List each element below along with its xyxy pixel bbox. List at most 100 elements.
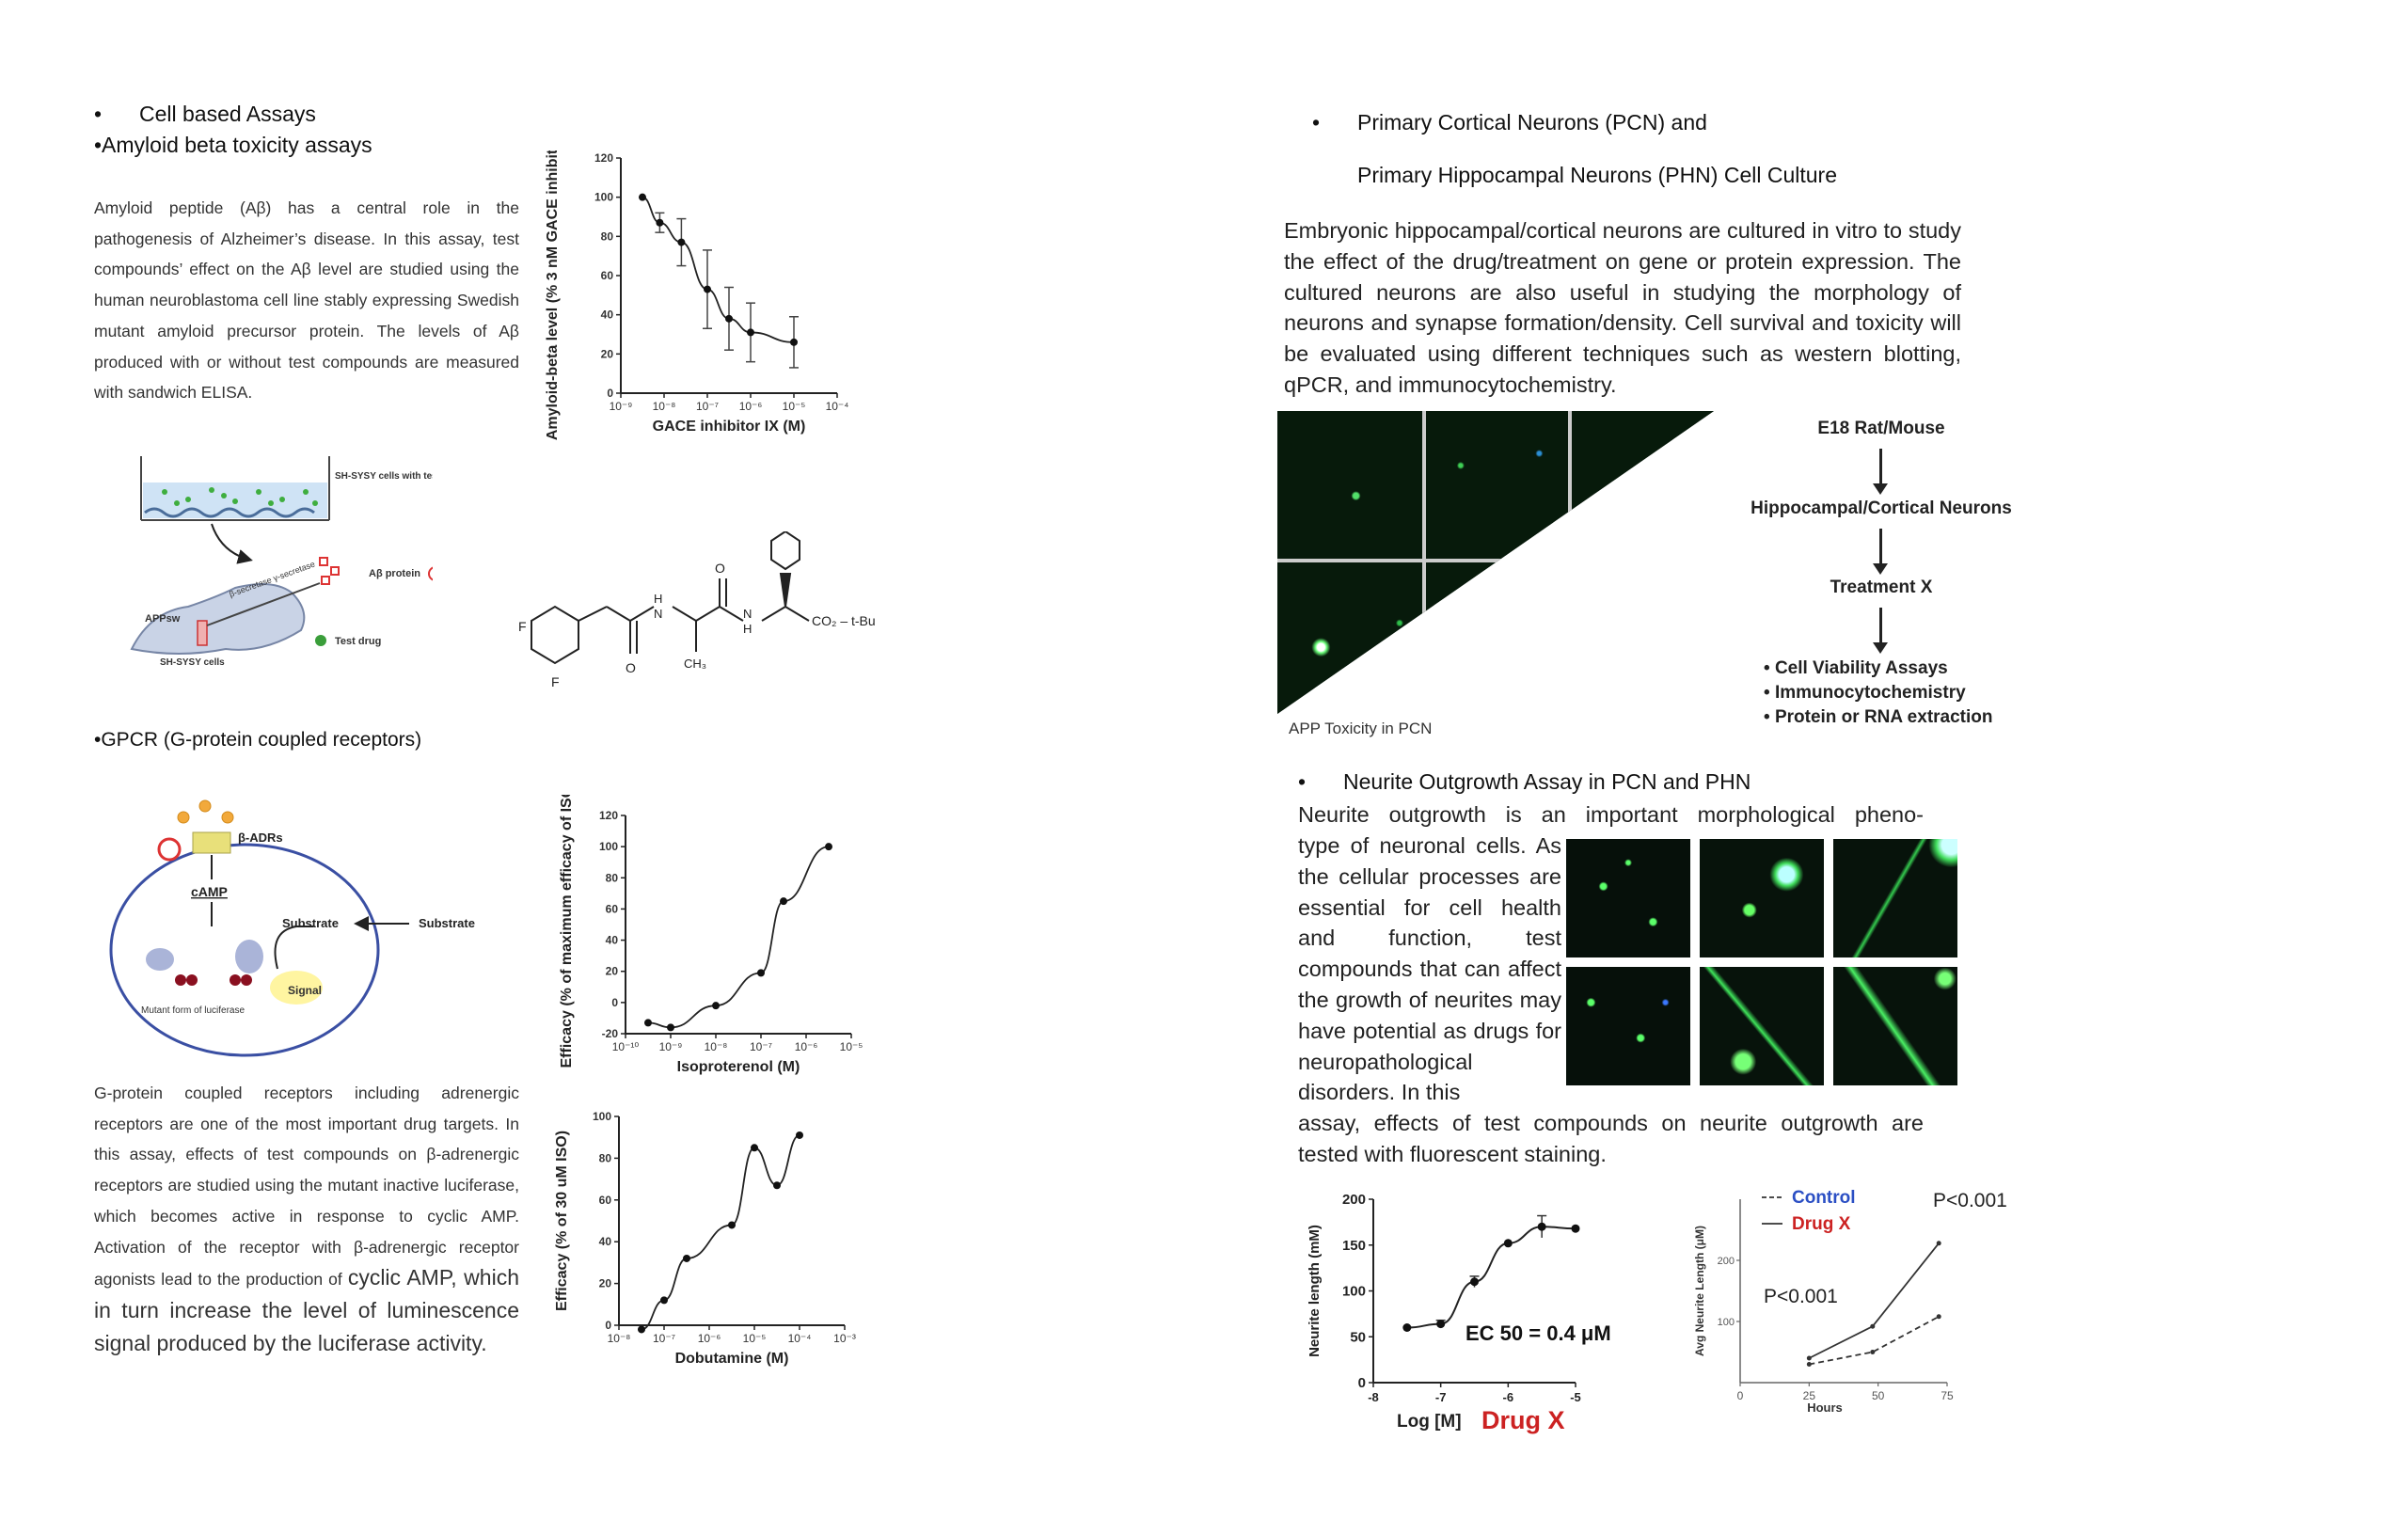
svg-text:SH-SYSY cells with test drugs: SH-SYSY cells with test drugs (overnight… [335,471,433,482]
flow-step-2: Hippocampal/Cortical Neurons [1751,498,2012,518]
x-tick-label: 10⁻¹⁰ [612,1040,640,1053]
dobutamine-chart: 0 20 40 60 80 100 10⁻⁸ 10⁻⁷ 10⁻⁶ 10⁻⁵ 10⁻⁴ 10⁻³ Dobu… [554,1110,856,1367]
carbonyl-o1: O [626,660,636,675]
data-point [1806,1355,1812,1361]
p-value-annotation: P<0.001 [1764,1286,1838,1307]
x-tick-label: -7 [1435,1390,1447,1404]
pcn-line2: Primary Hippocampal Neurons (PHN) Cell C… [1357,163,1837,187]
x-tick-label: 10⁻⁵ [840,1040,863,1053]
ester-label: CO₂ – t-Bu [812,613,876,628]
neurite-micrographs [1566,839,1957,1085]
data-point [790,338,798,346]
series-line-control [1809,1316,1940,1366]
y-tick-label: 40 [606,934,619,947]
data-point [638,1325,645,1334]
data-point [773,1181,781,1190]
neurite-ec50-chart: 0 50 100 150 200 -8 -7 -6 -5 EC 50 = 0.4 μM Log [M… [1307,1192,1611,1434]
culture-well [140,456,330,521]
flow-bullet: • Cell Viability Assays [1764,658,1948,678]
x-tick-label: 10⁻⁹ [610,400,633,413]
x-tick-label: -8 [1368,1390,1379,1404]
micrograph-1 [1566,839,1690,957]
amyloid-chart: 0 20 40 60 80 100 120 10⁻⁹ 10⁻⁸ 10⁻⁷ 10⁻⁶ 10⁻⁵ 10⁻⁴ G… [545,150,848,440]
neurite-para-side: type of neuronal cells. As the cellular … [1298,833,1561,1105]
methyl-label: CH₃ [684,657,706,671]
data-point [1402,1323,1412,1332]
pcn-line1: Primary Cortical Neurons (PCN) and [1357,110,1707,135]
flow-arrow-down-icon [1879,449,1882,488]
y-tick-label: 0 [611,996,618,1009]
flow-arrow-down-icon [1879,529,1882,568]
flow-bullets: • Cell Viability Assays • Immunocytochem… [1764,657,1993,730]
data-point [656,218,664,227]
neurite-para-bottom: assay, effects of test compounds on neur… [1298,1111,1924,1166]
y-tick-label: 150 [1342,1238,1366,1254]
x-tick-label: 10⁻⁸ [608,1332,631,1345]
micrograph-3 [1833,839,1957,957]
data-point [1470,1277,1479,1287]
x-tick-label: 10⁻⁶ [795,1040,818,1053]
y-tick-label: 50 [1350,1329,1366,1345]
y-tick-label: 60 [606,902,619,915]
y-tick-label: 40 [599,1235,612,1248]
x-tick-label: 10⁻⁸ [653,400,676,413]
x-tick-label: 10⁻⁶ [698,1332,721,1345]
signal-label: Signal [288,984,322,997]
y-tick-label: -20 [602,1027,619,1040]
p-value-annotation: P<0.001 [1933,1190,2007,1211]
receptor-icon [192,831,231,854]
test-drug-label: Test drug [335,636,381,647]
micrograph-4 [1566,967,1690,1085]
x-tick-label: 10⁻⁵ [783,400,806,413]
y-tick-label: 20 [606,965,619,978]
x-axis-label: GACE inhibitor IX (M) [653,419,806,435]
data-point [1936,1241,1941,1246]
y-tick-label: 80 [599,1151,612,1164]
data-point [1870,1350,1876,1354]
camp-label: cAMP [191,884,228,899]
x-tick-label: -6 [1503,1390,1514,1404]
y-tick-label: 100 [1342,1284,1366,1300]
y-tick-label: 60 [599,1194,612,1207]
x-tick-label: 0 [1737,1389,1744,1402]
fit-curve [642,196,795,343]
signal-glow [270,971,323,1005]
y-axis-label: Efficacy (% of maximum efficacy of ISO) [559,795,575,1068]
data-point [725,314,733,323]
ab-protein-label: Aβ protein [369,568,420,579]
neuroblastoma-cell-shape [130,583,306,655]
neurite-para-top: Neurite outgrowth is an important morpho… [1298,802,1924,827]
flow-bullet: • Protein or RNA extraction [1764,707,1993,727]
x-tick-label: 10⁻⁸ [705,1040,728,1053]
cell-name-label: SH-SYSY cells [160,657,225,668]
ligand-circle [157,837,182,862]
amide-n2: N [743,607,752,621]
y-axis-label: Efficacy (% of 30 uM ISO) [554,1131,570,1311]
substrate-inner-label: Substrate [282,916,339,930]
legend-label: Control [1792,1188,1856,1208]
x-tick-label: 10⁻⁷ [750,1040,772,1053]
x-tick-label: 10⁻³ [833,1332,856,1345]
y-tick-label: 80 [606,871,619,884]
amide-n1: N [654,607,662,621]
pcn-paragraph: Embryonic hippocampal/cortical neurons a… [1284,218,1961,397]
y-tick-label: 60 [601,269,614,282]
x-tick-label: 10⁻⁹ [659,1040,683,1053]
neurite-heading-text: Neurite Outgrowth Assay in PCN and PHN [1343,769,1751,794]
cell-membrane [109,843,380,1057]
y-axis-label: Amyloid-beta level (% 3 nM GACE inhibito… [545,150,561,440]
data-point [747,328,754,337]
heading-text: Cell based Assays [139,102,316,126]
micrograph-2 [1700,839,1824,957]
data-point [1806,1362,1812,1367]
gpcr-diagram: β-ADRs cAMP Substrate Substrate Signal M… [109,799,475,1057]
data-point [1936,1314,1941,1320]
y-tick-label: 20 [599,1277,612,1290]
gpcr-paragraph: G-protein coupled receptors including ad… [94,1078,519,1360]
data-point [751,1144,758,1152]
svg-text:H: H [743,622,752,636]
ab-decrease-icon [428,566,433,581]
x-axis-label: Isoproterenol (M) [677,1059,800,1075]
micrograph-6 [1833,967,1957,1085]
substrate-outer-label: Substrate [419,916,475,930]
